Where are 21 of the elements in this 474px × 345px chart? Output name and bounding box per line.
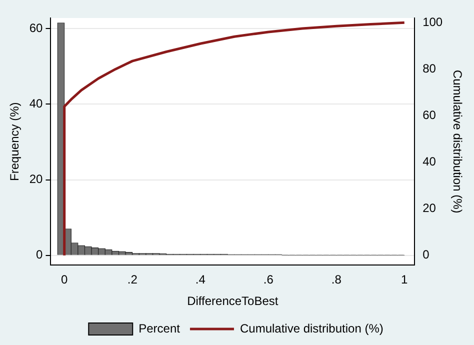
x-axis-title: DifferenceToBest [187, 294, 279, 308]
y2-tick-label: 40 [422, 154, 436, 169]
y2-tick-label: 80 [422, 62, 436, 76]
y2-tick-label: 20 [422, 201, 436, 216]
y2-axis-title: Cumulative distribution (%) [450, 70, 464, 214]
y2-tick-label: 0 [422, 248, 430, 262]
x-tick-label: .8 [331, 272, 342, 287]
y2-tick-label: 60 [422, 108, 436, 122]
y-tick-label: 40 [29, 96, 44, 110]
x-tick-label: .6 [263, 272, 274, 287]
x-tick-label: 0 [61, 272, 68, 287]
x-tick-label: .4 [195, 272, 206, 287]
x-tick-label: .2 [127, 272, 138, 287]
y-tick-label: 0 [36, 248, 44, 262]
y-axis-title: Frequency (%) [8, 102, 22, 181]
legend-label: Cumulative distribution (%) [240, 321, 384, 336]
x-tick-label: 1 [401, 272, 408, 287]
legend-label: Percent [138, 321, 181, 336]
y-tick-label: 60 [29, 20, 44, 35]
y2-tick-label: 100 [422, 14, 443, 29]
y-tick-label: 20 [29, 172, 44, 186]
